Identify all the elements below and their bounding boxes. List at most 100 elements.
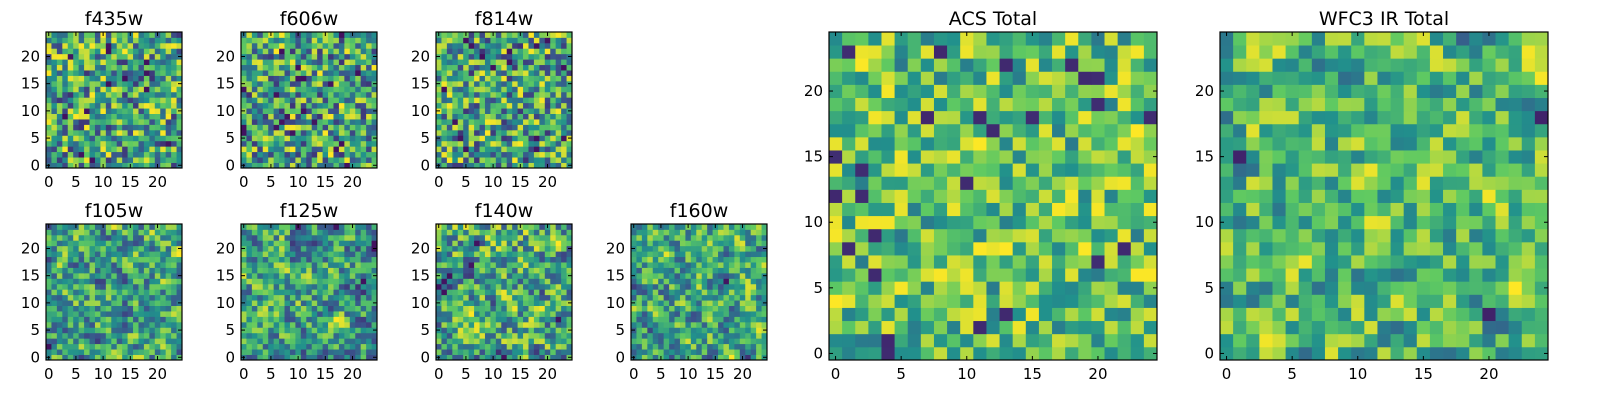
heatmap-cell bbox=[116, 108, 123, 114]
heatmap-cell bbox=[355, 300, 362, 306]
heatmap-cell bbox=[262, 42, 269, 49]
heatmap-cell bbox=[333, 245, 340, 252]
heatmap-cell bbox=[523, 86, 529, 93]
heatmap-cell bbox=[62, 251, 69, 258]
heatmap-cell bbox=[441, 129, 448, 136]
heatmap-cell bbox=[127, 349, 134, 355]
heatmap-cell bbox=[463, 256, 470, 263]
heatmap-cell bbox=[512, 113, 518, 120]
heatmap-cell bbox=[311, 97, 318, 104]
heatmap-cell bbox=[631, 278, 637, 285]
heatmap-cell bbox=[344, 245, 351, 252]
y-tick-label: 5 bbox=[420, 321, 430, 339]
heatmap-cell bbox=[171, 146, 177, 153]
heatmap-cell bbox=[506, 119, 513, 125]
heatmap-cell bbox=[56, 343, 63, 350]
heatmap-cell bbox=[84, 338, 90, 345]
heatmap-cell bbox=[251, 354, 258, 361]
heatmap-cell bbox=[322, 321, 329, 328]
heatmap-cell bbox=[555, 283, 562, 290]
heatmap-cell bbox=[257, 140, 264, 147]
heatmap-cell bbox=[1104, 241, 1119, 256]
heatmap-cell bbox=[490, 267, 497, 274]
heatmap-cell bbox=[143, 316, 150, 323]
heatmap-cell bbox=[355, 240, 362, 247]
heatmap-cell bbox=[133, 140, 139, 147]
heatmap-cell bbox=[366, 70, 372, 76]
heatmap-cell bbox=[739, 316, 746, 323]
heatmap-cell bbox=[533, 157, 540, 163]
heatmap-cell bbox=[463, 140, 470, 147]
heatmap-cell bbox=[436, 251, 442, 258]
heatmap-cell bbox=[306, 113, 313, 120]
heatmap-cell bbox=[555, 75, 562, 82]
heatmap-cell bbox=[685, 327, 692, 334]
heatmap-cell bbox=[647, 343, 654, 350]
heatmap-cell bbox=[441, 91, 448, 98]
heatmap-cell bbox=[829, 241, 843, 256]
heatmap-cell bbox=[933, 307, 948, 322]
heatmap-cell bbox=[349, 327, 356, 334]
heatmap-cell bbox=[561, 70, 567, 76]
heatmap-cell bbox=[306, 283, 313, 290]
heatmap-cell bbox=[127, 124, 134, 131]
heatmap-cell bbox=[663, 354, 670, 361]
heatmap-cell bbox=[56, 86, 63, 93]
heatmap-cell bbox=[484, 80, 491, 87]
heatmap-cell bbox=[251, 37, 258, 44]
heatmap-cell bbox=[452, 321, 459, 328]
heatmap-cell bbox=[371, 124, 378, 131]
heatmap-cell bbox=[333, 70, 340, 76]
heatmap-cell bbox=[647, 256, 654, 263]
heatmap-cell bbox=[523, 294, 529, 301]
heatmap-cell bbox=[1143, 333, 1158, 348]
heatmap-cell bbox=[100, 70, 107, 76]
heatmap-cell bbox=[306, 146, 313, 153]
heatmap-cell bbox=[986, 228, 1000, 243]
heatmap-cell bbox=[366, 229, 372, 236]
heatmap-cell bbox=[533, 113, 540, 120]
heatmap-cell bbox=[46, 256, 52, 263]
heatmap-cell bbox=[1143, 202, 1158, 217]
heatmap-cell bbox=[246, 86, 253, 93]
heatmap-cell bbox=[999, 228, 1014, 243]
heatmap-cell bbox=[349, 119, 356, 125]
heatmap-cell bbox=[62, 240, 69, 247]
heatmap-cell bbox=[696, 321, 703, 328]
heatmap-cell bbox=[160, 321, 167, 328]
heatmap-cell bbox=[105, 108, 112, 114]
heatmap-cell bbox=[328, 262, 334, 268]
heatmap-cell bbox=[1025, 294, 1040, 308]
heatmap-cell bbox=[745, 311, 752, 317]
heatmap-cell bbox=[761, 338, 768, 345]
heatmap-cell bbox=[89, 151, 96, 158]
heatmap-cell bbox=[452, 53, 459, 60]
heatmap-cell bbox=[56, 119, 63, 125]
heatmap-cell bbox=[528, 129, 535, 136]
heatmap-cell bbox=[663, 245, 670, 252]
heatmap-cell bbox=[51, 332, 58, 339]
axes-frame bbox=[45, 31, 183, 169]
heatmap-cell bbox=[133, 234, 139, 241]
heatmap-cell bbox=[696, 332, 703, 339]
heatmap-cell bbox=[143, 267, 150, 274]
heatmap-cell bbox=[1038, 215, 1053, 230]
heatmap-cell bbox=[246, 135, 253, 142]
heatmap-cell bbox=[658, 321, 665, 328]
heatmap-cell bbox=[501, 42, 508, 49]
heatmap-cell bbox=[349, 256, 356, 263]
heatmap-cell bbox=[652, 311, 659, 317]
heatmap-cell bbox=[512, 294, 518, 301]
heatmap-cell bbox=[842, 202, 856, 217]
heatmap-cell bbox=[728, 240, 735, 247]
heatmap-cell bbox=[446, 162, 453, 169]
heatmap-cell bbox=[517, 91, 524, 98]
heatmap-cell bbox=[149, 48, 156, 55]
heatmap-cell bbox=[947, 255, 961, 269]
heatmap-cell bbox=[441, 321, 448, 328]
heatmap-cell bbox=[300, 113, 307, 120]
heatmap-cell bbox=[561, 234, 567, 241]
heatmap-cell bbox=[133, 53, 139, 60]
heatmap-cell bbox=[246, 327, 253, 334]
heatmap-cell bbox=[701, 311, 708, 317]
